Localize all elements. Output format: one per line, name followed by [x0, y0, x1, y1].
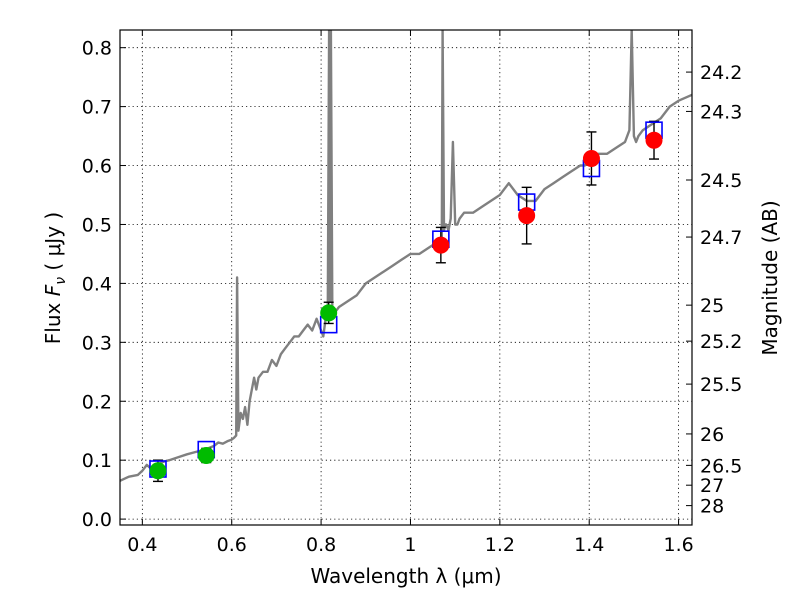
label-layer: 0.4 0.6 0.8 1 1.2 1.4 1.6 0.0 0.1 0.2 0.3 0.4 0.5 0.6… — [82, 38, 743, 556]
observed-optical-point — [320, 304, 338, 322]
magnitude-tick-label: 25 — [700, 295, 724, 317]
y-tick-label: 0.7 — [82, 97, 112, 119]
observed-nir-point — [645, 131, 663, 149]
y-tick-label: 0.0 — [82, 509, 112, 531]
magnitude-tick-label: 24.5 — [700, 170, 742, 192]
observed-optical-point — [197, 446, 215, 464]
y-axis-title: Flux Fν ( μJy ) — [41, 212, 69, 344]
x-tick-label: 1.2 — [485, 534, 515, 556]
spectrum-line — [120, 30, 692, 482]
y-tick-label: 0.6 — [82, 156, 112, 178]
magnitude-tick-label: 27 — [700, 475, 724, 497]
magnitude-tick-label: 26.5 — [700, 455, 742, 477]
x-tick-label: 1.6 — [663, 534, 693, 556]
y-tick-label: 0.8 — [82, 38, 112, 60]
spectrum-layer — [120, 30, 692, 482]
magnitude-tick-label: 25.5 — [700, 374, 742, 396]
y-tick-label: 0.5 — [82, 214, 112, 236]
y-axis-title-symbol: F — [41, 284, 65, 296]
y-tick-label: 0.2 — [82, 391, 112, 413]
x-tick-label: 0.6 — [217, 534, 247, 556]
y-axis-title-suffix: ( μJy ) — [41, 212, 65, 277]
observed-nir-point — [432, 236, 450, 254]
y-axis-title-subscript: ν — [53, 277, 69, 285]
magnitude-axis-title: Magnitude (AB) — [758, 200, 782, 355]
y-tick-label: 0.3 — [82, 332, 112, 354]
marker-layer — [149, 121, 663, 480]
x-tick-label: 1.4 — [574, 534, 604, 556]
x-tick-label: 0.4 — [127, 534, 157, 556]
y-axis-title-prefix: Flux — [41, 296, 65, 344]
magnitude-tick-label: 24.2 — [700, 62, 742, 84]
grid — [120, 30, 692, 525]
x-axis-title: Wavelength λ (μm) — [310, 564, 501, 588]
magnitude-tick-label: 24.7 — [700, 227, 742, 249]
magnitude-tick-label: 25.2 — [700, 331, 742, 353]
x-tick-label: 0.8 — [306, 534, 336, 556]
observed-nir-point — [518, 207, 536, 225]
tick-layer — [120, 30, 692, 525]
y-tick-label: 0.4 — [82, 273, 112, 295]
magnitude-tick-label: 26 — [700, 424, 724, 446]
y-tick-label: 0.1 — [82, 450, 112, 472]
observed-nir-point — [582, 149, 600, 167]
observed-optical-point — [149, 462, 167, 480]
x-tick-label: 1 — [404, 534, 416, 556]
magnitude-tick-label: 24.3 — [700, 101, 742, 123]
magnitude-tick-label: 28 — [700, 496, 724, 518]
plot-frame — [119, 29, 693, 526]
